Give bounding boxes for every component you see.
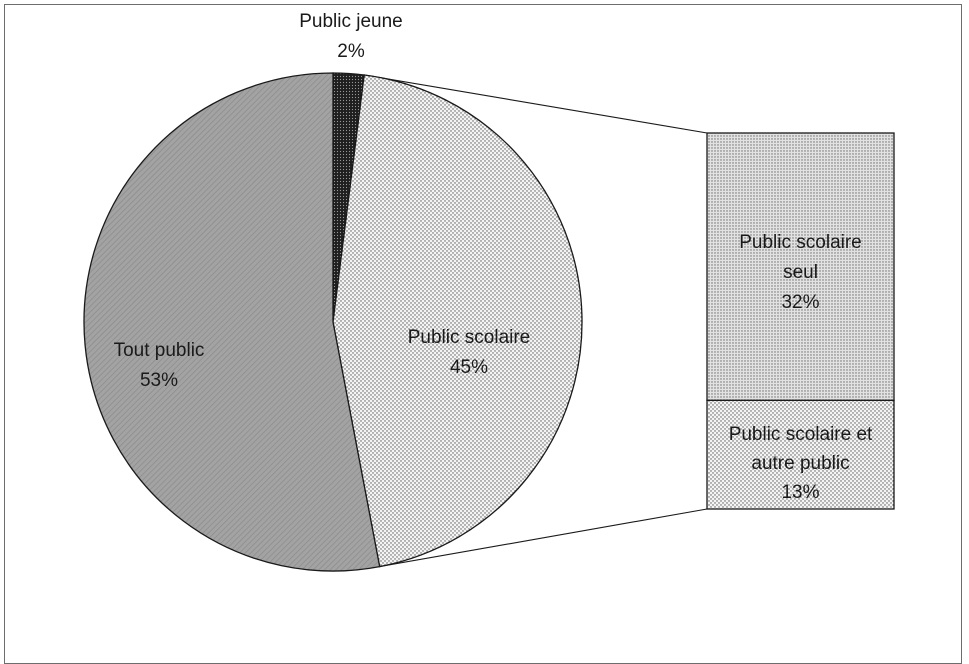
data-label-scolaire-seul: Public scolaire seul 32%	[739, 232, 862, 313]
pie-slice-tout	[83, 72, 381, 572]
data-label-tout-public: Tout public 53%	[114, 340, 205, 391]
bar-segment-autre	[706, 399, 895, 510]
connector-line-top	[364, 74, 708, 134]
connector-line-bottom	[379, 508, 708, 568]
pie-slice-scolaire	[332, 74, 583, 568]
connector-lines	[364, 74, 708, 568]
data-label-public-scolaire: Public scolaire 45%	[408, 327, 531, 378]
data-label-public-jeune: Public jeune 2%	[299, 11, 403, 62]
data-label-scolaire-autre: Public scolaire et autre public 13%	[729, 424, 873, 503]
breakdown-bar	[706, 132, 895, 510]
pie	[83, 72, 583, 572]
data-labels: Public jeune 2% Public scolaire 45% Tout pub…	[114, 11, 873, 503]
